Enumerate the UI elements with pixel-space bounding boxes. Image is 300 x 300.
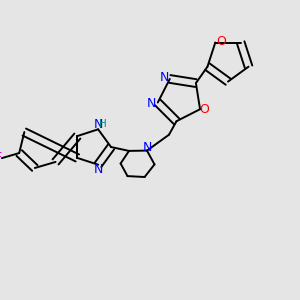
Text: N: N	[143, 141, 153, 154]
Text: O: O	[216, 35, 226, 48]
Text: N: N	[147, 97, 157, 110]
Text: N: N	[160, 71, 169, 84]
Text: H: H	[99, 119, 107, 129]
Text: F: F	[0, 151, 2, 164]
Text: N: N	[94, 118, 103, 131]
Text: O: O	[200, 103, 209, 116]
Text: N: N	[94, 163, 103, 176]
